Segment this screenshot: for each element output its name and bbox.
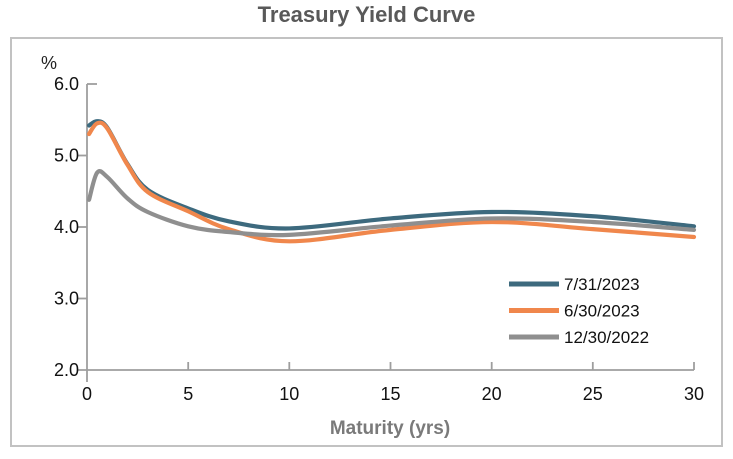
x-tick-label-15: 15 [380,384,400,404]
x-tick-labels: 0 5 10 15 20 25 30 [82,384,704,404]
y-tick-labels: 6.0 5.0 4.0 3.0 2.0 [54,74,79,380]
x-tick-label-0: 0 [82,384,92,404]
x-tick-label-30: 30 [684,384,704,404]
legend-item-6-30-2023: 6/30/2023 [509,302,640,321]
x-tick-label-5: 5 [183,384,193,404]
x-axis-title: Maturity (yrs) [330,418,450,439]
y-tick-label-6.0: 6.0 [54,74,79,94]
legend-item-7-31-2023: 7/31/2023 [509,275,640,294]
y-axis-unit-label: % [41,53,57,73]
y-tick-label-3.0: 3.0 [54,289,79,309]
curve-6-30-2023 [86,120,697,244]
x-tick-label-10: 10 [279,384,299,404]
chart-card: % 6.0 5.0 4.0 [10,37,723,447]
curve-7-31-2023 [86,119,697,231]
legend-label-6-30-2023: 6/30/2023 [564,302,640,321]
y-tick-label-2.0: 2.0 [54,360,79,380]
y-tick-label-4.0: 4.0 [54,217,79,237]
yield-curves [86,119,697,244]
legend-label-12-30-2022: 12/30/2022 [564,328,649,347]
y-tick-label-5.0: 5.0 [54,146,79,166]
curve-12-30-2022 [86,169,697,238]
chart-canvas: % 6.0 5.0 4.0 [41,53,704,439]
chart-title: Treasury Yield Curve [257,2,476,27]
legend-label-7-31-2023: 7/31/2023 [564,275,640,294]
x-tick-label-20: 20 [482,384,502,404]
x-tick-label-25: 25 [583,384,603,404]
legend-item-12-30-2022: 12/30/2022 [509,328,649,347]
legend: 7/31/2023 6/30/2023 12/30/2022 [509,275,649,347]
